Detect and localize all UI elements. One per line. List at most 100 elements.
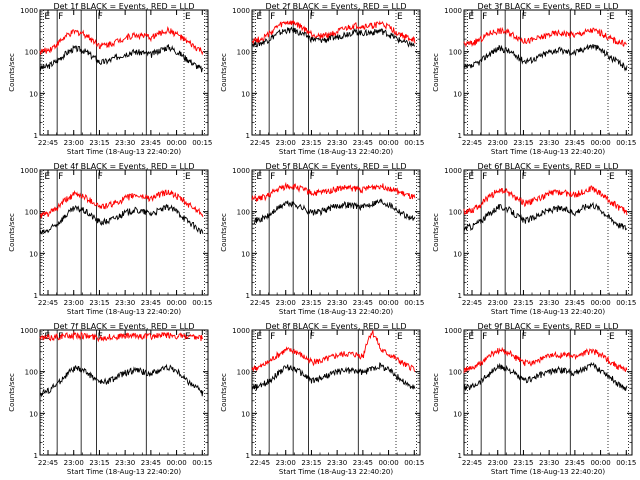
interval-marker-label: E: [44, 172, 50, 182]
interval-marker-label: E: [256, 332, 262, 342]
y-axis-label: Counts/sec: [220, 53, 228, 92]
plot-frame: [463, 9, 633, 136]
x-tick-label: 00:00: [590, 139, 610, 147]
x-tick-label: 23:15: [301, 299, 321, 307]
panel-title: Det 4f BLACK = Events, RED = LLD: [53, 162, 194, 171]
y-axis-label: Counts/sec: [432, 213, 440, 252]
x-tick-label: 00:15: [616, 139, 636, 147]
x-tick-label: 22:45: [462, 459, 482, 467]
x-axis-label: Start Time (18-Aug-13 22:40:20): [279, 468, 393, 476]
panel-title: Det 8f BLACK = Events, RED = LLD: [265, 322, 406, 331]
x-tick-label: 23:30: [115, 139, 135, 147]
interval-marker-label: E: [256, 12, 262, 22]
y-axis-label: Counts/sec: [432, 53, 440, 92]
interval-marker-label: F: [98, 172, 103, 182]
interval-marker-label: F: [482, 332, 487, 342]
x-tick-label: 00:00: [166, 299, 186, 307]
panel-det-6: Det 6f BLACK = Events, RED = LLD 1 10 100 10…: [432, 162, 636, 316]
panel-det-3: Det 3f BLACK = Events, RED = LLD 1 10 100 10…: [432, 2, 636, 156]
panel-title: Det 2f BLACK = Events, RED = LLD: [265, 2, 406, 11]
y-tick-label: 100: [237, 369, 250, 377]
interval-marker-label: E: [609, 12, 615, 22]
series-events-line: [251, 198, 416, 225]
x-tick-label: 23:15: [89, 139, 109, 147]
interval-marker-label: F: [482, 172, 487, 182]
plot-frame: [39, 329, 209, 456]
series-events-line: [251, 26, 415, 48]
x-tick-label: 23:30: [327, 459, 347, 467]
series-lld-line: [251, 181, 416, 202]
series-lld-line: [39, 25, 204, 56]
interval-marker-label: E: [397, 12, 403, 22]
x-tick-label: 23:15: [513, 299, 533, 307]
series-events-line: [463, 201, 628, 232]
x-tick-label: 23:00: [276, 139, 296, 147]
x-tick-label: 23:45: [353, 459, 373, 467]
panel-title: Det 5f BLACK = Events, RED = LLD: [265, 162, 406, 171]
plot-frame: [39, 169, 209, 296]
y-tick-label: 1000: [444, 167, 462, 175]
series-lld-line: [251, 329, 416, 373]
x-axis-label: Start Time (18-Aug-13 22:40:20): [279, 308, 393, 316]
x-tick-label: 23:15: [301, 139, 321, 147]
x-tick-label: 22:45: [38, 459, 58, 467]
y-axis-label: Counts/sec: [432, 373, 440, 412]
series-lld-line: [39, 330, 204, 343]
y-tick-label: 10: [453, 90, 462, 98]
x-tick-label: 00:15: [192, 299, 212, 307]
x-tick-label: 23:30: [539, 299, 559, 307]
y-tick-label: 10: [29, 410, 38, 418]
interval-marker-label: F: [310, 172, 315, 182]
y-axis-label: Counts/sec: [8, 213, 16, 252]
series-lld-line: [463, 346, 628, 374]
y-tick-label: 1: [246, 452, 250, 460]
y-tick-label: 1000: [444, 7, 462, 15]
x-tick-label: 23:00: [488, 299, 508, 307]
x-axis-label: Start Time (18-Aug-13 22:40:20): [67, 148, 181, 156]
x-tick-label: 22:45: [38, 299, 58, 307]
x-tick-label: 23:30: [115, 459, 135, 467]
x-tick-label: 00:15: [616, 299, 636, 307]
interval-marker-label: F: [58, 12, 63, 22]
y-tick-label: 100: [237, 209, 250, 217]
y-tick-label: 1: [458, 452, 462, 460]
x-tick-label: 00:00: [166, 139, 186, 147]
y-tick-label: 1: [246, 132, 250, 140]
x-tick-label: 23:15: [301, 459, 321, 467]
y-tick-label: 1000: [232, 327, 250, 335]
interval-marker-label: F: [58, 172, 63, 182]
y-tick-label: 1000: [20, 7, 38, 15]
y-tick-label: 10: [241, 90, 250, 98]
x-tick-label: 23:00: [488, 139, 508, 147]
y-axis-label: Counts/sec: [8, 373, 16, 412]
y-tick-label: 10: [241, 410, 250, 418]
x-tick-label: 23:30: [539, 139, 559, 147]
interval-marker-label: E: [44, 12, 50, 22]
y-tick-label: 100: [25, 49, 38, 57]
x-tick-label: 23:00: [64, 299, 84, 307]
x-tick-label: 23:30: [327, 139, 347, 147]
x-axis-label: Start Time (18-Aug-13 22:40:20): [491, 308, 605, 316]
interval-marker-label: F: [270, 332, 275, 342]
y-tick-label: 100: [237, 49, 250, 57]
y-tick-label: 1: [34, 452, 38, 460]
x-tick-label: 23:45: [565, 299, 585, 307]
panel-title: Det 7f BLACK = Events, RED = LLD: [53, 322, 194, 331]
y-tick-label: 1000: [444, 327, 462, 335]
x-tick-label: 22:45: [462, 299, 482, 307]
x-tick-label: 23:45: [353, 299, 373, 307]
interval-marker-label: F: [98, 12, 103, 22]
interval-marker-label: E: [397, 172, 403, 182]
y-tick-label: 1: [458, 132, 462, 140]
x-tick-label: 23:15: [513, 139, 533, 147]
x-tick-label: 22:45: [250, 459, 270, 467]
plot-frame: [251, 9, 421, 136]
x-tick-label: 00:15: [192, 459, 212, 467]
interval-marker-label: F: [310, 12, 315, 22]
x-tick-label: 00:15: [616, 459, 636, 467]
x-tick-label: 00:15: [404, 139, 424, 147]
panel-det-8: Det 8f BLACK = Events, RED = LLD 1 10 100 10…: [220, 322, 424, 476]
interval-marker-label: E: [609, 172, 615, 182]
x-tick-label: 23:00: [64, 139, 84, 147]
x-tick-label: 00:15: [192, 139, 212, 147]
